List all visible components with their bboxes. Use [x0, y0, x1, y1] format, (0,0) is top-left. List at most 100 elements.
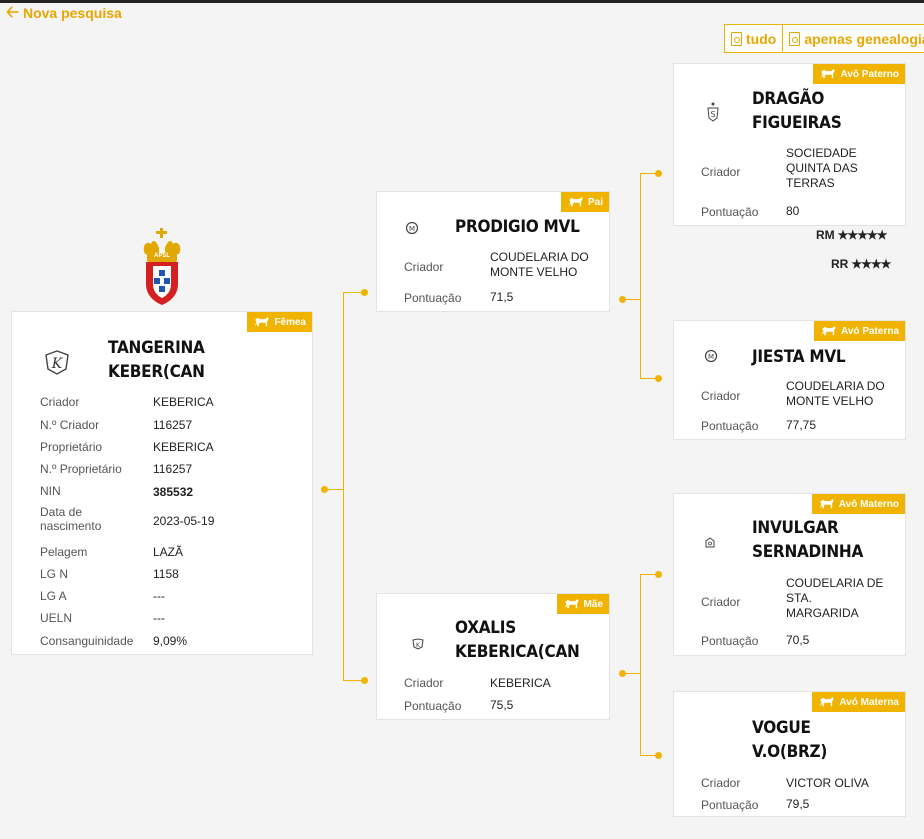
connector-dot	[619, 296, 626, 303]
svg-text:M: M	[708, 353, 714, 361]
pdf-icon	[731, 31, 742, 46]
arrow-left-icon: 🡠	[6, 4, 19, 21]
paternal-granddam-card[interactable]: Avó Paterna M JIESTA MVL Criador COUDELA…	[673, 320, 906, 440]
dam-score-value: 75,5	[490, 698, 514, 712]
subject-badge: Fêmea	[247, 312, 312, 332]
dam-score-label: Pontuação	[404, 699, 462, 713]
paternal-grandsire-name-line2: FIGUEIRAS	[752, 113, 842, 133]
dam-card[interactable]: Mãe K OXALIS KEBERICA(CAN Criador KEBERI…	[376, 593, 610, 720]
breeder-brand-icon: K	[410, 636, 426, 652]
connector-line	[640, 755, 658, 756]
subject-badge-label: Fêmea	[274, 316, 306, 328]
star-icon: ★★★★★	[837, 228, 888, 242]
dam-name-line2: KEBERICA(CAN	[455, 642, 580, 662]
paternal-granddam-badge: Avó Paterna	[814, 321, 905, 341]
subject-field-value: 385532	[153, 485, 194, 499]
subject-field-value: KEBERICA	[153, 440, 214, 454]
sire-score-value: 71,5	[490, 290, 514, 304]
sire-badge-label: Pai	[587, 196, 603, 208]
dam-name: OXALIS KEBERICA(CAN	[455, 616, 580, 664]
subject-field-label: N.º Criador	[40, 418, 100, 432]
paternal-grandsire-badge: Avô Paterno	[813, 64, 905, 84]
dam-breeder-value: KEBERICA	[490, 676, 551, 690]
paternal-granddam-score-label: Pontuação	[701, 419, 759, 433]
sire-card[interactable]: Pai M PRODIGIO MVL Criador COUDELARIA DO…	[376, 191, 610, 312]
connector-dot	[655, 752, 662, 759]
breeder-brand-icon: K	[41, 346, 73, 378]
dam-badge: Mãe	[556, 594, 609, 614]
subject-field-value: 2023-05-19	[153, 514, 215, 528]
paternal-granddam-name-line1: JIESTA MVL	[752, 347, 846, 367]
paternal-grandsire-name: DRAGÃO FIGUEIRAS	[752, 87, 842, 135]
paternal-granddam-score-value: 77,75	[786, 418, 817, 432]
maternal-granddam-card[interactable]: Avó Materna VOGUE V.O(BRZ) Criador VICTO…	[673, 691, 906, 817]
dam-name-line1: OXALIS	[455, 618, 516, 638]
breeder-brand-icon	[703, 536, 717, 550]
subject-field-value: KEBERICA	[153, 395, 214, 409]
paternal-granddam-name: JIESTA MVL	[752, 345, 846, 369]
connector-line	[640, 574, 641, 755]
subject-card[interactable]: Fêmea K TANGERINA KEBER(CAN Criador KEBER…	[11, 311, 313, 655]
maternal-grandsire-name-line2: SERNADINHA	[752, 542, 864, 562]
emblem-text: APSL	[153, 253, 170, 259]
rr-rating: RR ★★★★	[831, 257, 891, 271]
maternal-granddam-name: VOGUE V.O(BRZ)	[752, 716, 827, 764]
subject-name: TANGERINA KEBER(CAN	[108, 336, 205, 384]
paternal-grandsire-score-label: Pontuação	[701, 205, 759, 219]
star-icon: ★★★★	[851, 257, 891, 271]
connector-dot	[361, 677, 368, 684]
maternal-granddam-badge: Avó Materna	[812, 692, 905, 712]
connector-line	[322, 489, 344, 490]
connector-dot	[655, 571, 662, 578]
breeder-brand-icon: M	[703, 348, 719, 364]
paternal-granddam-breeder-value: COUDELARIA DO MONTE VELHO	[786, 379, 885, 408]
subject-field-value: 116257	[153, 418, 193, 432]
sire-name-line1: PRODIGIO MVL	[455, 217, 580, 237]
subject-field-value: ---	[153, 589, 165, 603]
breeder-brand-icon: M	[404, 220, 420, 236]
maternal-granddam-name-line1: VOGUE	[752, 718, 811, 738]
connector-dot	[361, 289, 368, 296]
association-emblem: APSL	[137, 226, 187, 306]
paternal-grandsire-card[interactable]: Avô Paterno S DRAGÃO FIGUEIRAS Criador S…	[673, 63, 906, 226]
connector-line	[640, 574, 658, 575]
paternal-grandsire-breeder-label: Criador	[701, 165, 741, 179]
subject-field-label: Pelagem	[40, 545, 88, 559]
maternal-granddam-breeder-label: Criador	[701, 776, 741, 790]
subject-field-value: ---	[153, 611, 165, 625]
subject-name-line2: KEBER(CAN	[108, 362, 205, 382]
connector-line	[343, 292, 344, 681]
maternal-grandsire-name: INVULGAR SERNADINHA	[752, 516, 863, 564]
connector-dot	[655, 170, 662, 177]
svg-text:K: K	[416, 642, 421, 649]
svg-text:M: M	[409, 225, 415, 233]
maternal-grandsire-score-label: Pontuação	[701, 634, 759, 648]
horse-icon	[819, 697, 834, 707]
subject-field-label: LG N	[40, 567, 69, 581]
paternal-grandsire-breeder-value: SOCIEDADE QUINTA DAS TERRAS	[786, 146, 858, 190]
subject-field-label: UELN	[40, 611, 73, 625]
pdf-all-button[interactable]: tudo	[725, 25, 782, 52]
dam-breeder-label: Criador	[404, 676, 444, 690]
horse-icon	[821, 326, 836, 336]
paternal-granddam-breeder-label: Criador	[701, 389, 741, 403]
maternal-granddam-score-label: Pontuação	[701, 798, 759, 812]
breeder-brand-icon: S	[705, 101, 721, 123]
maternal-grandsire-card[interactable]: Avô Materno INVULGAR SERNADINHA Criador …	[673, 493, 906, 656]
horse-icon	[254, 317, 269, 327]
pdf-genealogy-button[interactable]: apenas genealogia	[782, 25, 924, 52]
back-link[interactable]: 🡠 Nova pesquisa	[6, 4, 122, 22]
subject-field-label: Criador	[40, 395, 80, 409]
maternal-grandsire-badge: Avô Materno	[811, 494, 905, 514]
subject-field-value: LAZÃ	[153, 545, 184, 559]
dam-badge-label: Mãe	[583, 598, 603, 610]
back-label: Nova pesquisa	[22, 5, 122, 21]
horse-icon	[819, 499, 834, 509]
subject-field-label: Data de nascimento	[40, 505, 102, 533]
subject-field-value: 1158	[153, 567, 179, 581]
subject-field-label: N.º Proprietário	[40, 462, 122, 476]
maternal-grandsire-score-value: 70,5	[786, 633, 810, 647]
rm-label: RM	[816, 228, 835, 242]
paternal-granddam-badge-label: Avó Paterna	[841, 325, 899, 337]
connector-line	[640, 173, 641, 378]
